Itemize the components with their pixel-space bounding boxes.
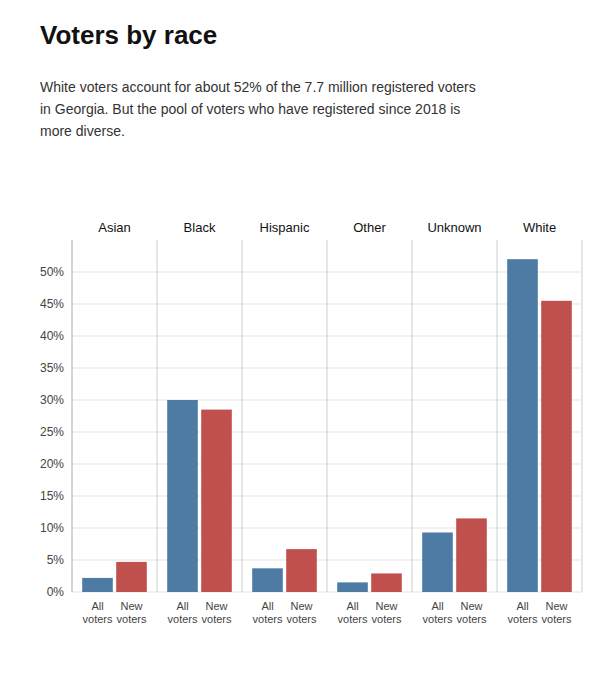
chart-container: Voters by race White voters account for a…: [0, 0, 600, 684]
bar: [541, 301, 572, 592]
category-label: Unknown: [427, 220, 481, 235]
group-dividers: [72, 240, 582, 592]
series-label: Allvoters: [423, 600, 453, 625]
bar: [286, 549, 317, 592]
subtitle: White voters account for about 52% of th…: [40, 79, 476, 139]
series-label: Newvoters: [457, 600, 487, 625]
category-label: Other: [353, 220, 386, 235]
group-divider: [157, 240, 158, 592]
y-tick-label: 10%: [40, 521, 64, 535]
series-label: Allvoters: [83, 600, 113, 625]
y-tick-label: 35%: [40, 361, 64, 375]
bar: [167, 400, 198, 592]
bar: [116, 562, 147, 592]
group-divider: [72, 240, 73, 592]
series-label: Newvoters: [287, 600, 317, 625]
y-tick-label: 40%: [40, 329, 64, 343]
series-label: Newvoters: [117, 600, 147, 625]
group-divider: [412, 240, 413, 592]
title: Voters by race: [40, 20, 217, 50]
y-tick-label: 30%: [40, 393, 64, 407]
group-divider: [327, 240, 328, 592]
series-label: Newvoters: [202, 600, 232, 625]
series-label: Newvoters: [542, 600, 572, 625]
bar: [371, 573, 402, 592]
category-label: Hispanic: [260, 220, 310, 235]
y-axis: 0% 5% 10% 15% 20% 25% 30% 35% 40% 45% 50%: [40, 240, 72, 599]
bar: [456, 518, 487, 592]
group-divider: [582, 240, 583, 592]
group-divider: [242, 240, 243, 592]
bar: [337, 582, 368, 592]
series-label: Newvoters: [372, 600, 402, 625]
bar: [252, 568, 283, 592]
bar: [507, 259, 538, 592]
category-label: Asian: [98, 220, 131, 235]
category-label: Black: [184, 220, 216, 235]
series-label: Allvoters: [338, 600, 368, 625]
y-tick-label: 15%: [40, 489, 64, 503]
series-label: Allvoters: [253, 600, 283, 625]
series-label: Allvoters: [508, 600, 538, 625]
y-tick-label: 0%: [47, 585, 65, 599]
y-axis-line: [72, 240, 73, 592]
y-tick-label: 25%: [40, 425, 64, 439]
chart-svg: Voters by race White voters account for a…: [0, 0, 600, 684]
bar: [201, 410, 232, 592]
y-tick-label: 45%: [40, 297, 64, 311]
y-tick-label: 20%: [40, 457, 64, 471]
category-label: White: [523, 220, 556, 235]
bar: [82, 578, 113, 592]
y-tick-label: 50%: [40, 265, 64, 279]
category-labels: Asian Black Hispanic Other Unknown White: [98, 220, 556, 235]
group-divider: [497, 240, 498, 592]
series-labels: AllvotersNewvotersAllvotersNewvotersAllv…: [83, 600, 572, 625]
bars: [82, 259, 572, 592]
y-tick-label: 5%: [47, 553, 65, 567]
series-label: Allvoters: [168, 600, 198, 625]
bar: [422, 532, 453, 592]
